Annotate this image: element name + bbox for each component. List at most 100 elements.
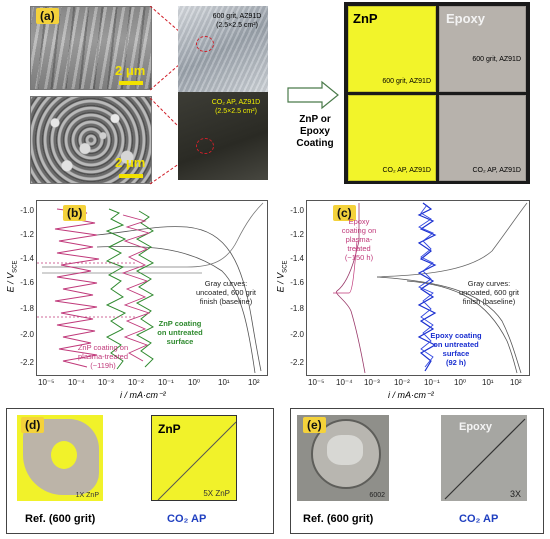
y-axis-label-sub: SCE — [282, 260, 289, 273]
sample-mark: 6002 — [369, 492, 385, 499]
x-tick-label: 10⁻⁵ — [308, 378, 325, 387]
y-tick-label: -2.2 — [290, 358, 304, 367]
polarization-plot-b: (b) Gray curves: uncoated, 600 grit fini… — [36, 200, 268, 376]
scratch-line — [444, 418, 526, 500]
y-tick-label: -1.2 — [290, 230, 304, 239]
panel-e-frame: 6002 (e) Epoxy 3X Ref. (600 grit) CO₂ AP — [290, 408, 544, 534]
polarization-plot-c: (c) Epoxy coating on plasma- treated (~1… — [306, 200, 530, 376]
x-axis-label: i / mA·cm⁻² — [120, 390, 166, 400]
y-tick-label: -2.0 — [290, 330, 304, 339]
process-label: Coating — [296, 138, 334, 149]
annotation-pink: plasma-treated — [77, 352, 129, 361]
scale-bar — [119, 81, 143, 85]
x-tick-label: 10⁻² — [128, 378, 144, 387]
annotation-pink: (~119h) — [90, 361, 116, 370]
panel-a-tag: (a) — [36, 8, 59, 24]
annotation-green: on untreated — [157, 328, 203, 337]
x-tick-label: 10⁻⁴ — [68, 378, 85, 387]
y-tick-label: -2.2 — [20, 358, 34, 367]
sample-plate-600-grit: 600 grit, AZ91D (2.5×2.5 cm²) — [178, 6, 268, 92]
panel-d-tag: (d) — [21, 417, 45, 433]
zoom-region-marker — [196, 138, 214, 154]
x-tick-label: 10⁰ — [454, 378, 467, 387]
annotation-gray: Gray curves: — [467, 279, 511, 288]
y-tick-label: -1.4 — [20, 254, 34, 263]
plate-size: (2.5×2.5 cm²) — [216, 22, 258, 29]
sample-mark: 1X ZnP — [75, 492, 99, 499]
sample-plate-co2-ap: CO₂ AP, AZ91D (2.5×2.5 cm²) — [178, 92, 268, 180]
y-axis-label-sub: SCE — [12, 260, 19, 273]
annotation-gray: uncoated, 600 grit — [458, 288, 520, 297]
photo-coating-label: ZnP — [158, 422, 181, 436]
annotation-pink: ZnP coating on — [77, 343, 129, 352]
plot-b-curves — [37, 202, 264, 374]
x-tick-label: 10¹ — [482, 378, 494, 387]
x-tick-label: 10⁻¹ — [158, 378, 174, 387]
plate-substrate-label: 600 grit, AZ91D — [472, 56, 521, 63]
x-tick-label: 10² — [248, 378, 260, 387]
caption-co2-ap: CO₂ AP — [459, 513, 499, 525]
annotation-gray: finish (baseline) — [199, 297, 253, 306]
x-tick-label: 10⁻⁴ — [336, 378, 353, 387]
scale-bar-label: 2 μm — [115, 155, 146, 170]
plate-coating-label: Epoxy — [446, 11, 486, 26]
epoxy-plate-co2-ap: CO₂ AP, AZ91D — [439, 95, 526, 181]
x-tick-label: 10⁻³ — [364, 378, 380, 387]
y-tick-label: -1.6 — [20, 278, 34, 287]
plate-substrate-label: 600 grit, AZ91D — [382, 78, 431, 85]
annotation-gray: finish (baseline) — [462, 297, 516, 306]
znp-plate-600-grit: ZnP 600 grit, AZ91D — [348, 6, 436, 92]
scale-bar-label: 2 μm — [115, 63, 146, 78]
y-axis-label: E / V — [5, 272, 16, 293]
caption-co2-ap: CO₂ AP — [167, 513, 207, 525]
y-tick-label: -2.0 — [20, 330, 34, 339]
annotation-pink: coating on — [341, 226, 377, 235]
annotation-pink: plasma- — [345, 235, 373, 244]
y-tick-label: -1.0 — [20, 206, 34, 215]
panel-b-tag: (b) — [63, 205, 87, 221]
sample-mark: 5X ZnP — [203, 489, 230, 498]
plate-substrate-label: CO₂ AP, AZ91D — [382, 167, 431, 174]
caption-ref: Ref. (600 grit) — [25, 513, 96, 525]
plot-c-curves — [333, 202, 528, 374]
sem-image-co2-ap: 2 μm — [30, 96, 152, 184]
plate-size: (2.5×2.5 cm²) — [215, 108, 257, 115]
plate-substrate-label: CO₂ AP, AZ91D — [472, 167, 521, 174]
annotation-blue: (92 h) — [445, 358, 466, 367]
y-tick-label: -1.4 — [290, 254, 304, 263]
caption-ref: Ref. (600 grit) — [303, 513, 374, 525]
annotation-blue: Epoxy coating — [430, 331, 482, 340]
znp-co2-photo: ZnP 5X ZnP — [151, 415, 237, 501]
y-tick-label: -1.2 — [20, 230, 34, 239]
annotation-gray: uncoated, 600 grit — [195, 288, 257, 297]
x-tick-label: 10⁻² — [394, 378, 410, 387]
x-tick-label: 10⁻¹ — [424, 378, 440, 387]
process-label: ZnP or — [299, 114, 331, 125]
annotation-blue: surface — [442, 349, 470, 358]
sample-mark: 3X — [509, 489, 521, 499]
epoxy-ref-photo: 6002 — [297, 415, 389, 501]
epoxy-plate-600-grit: Epoxy 600 grit, AZ91D — [439, 6, 526, 92]
x-axis-label: i / mA·cm⁻² — [388, 390, 434, 400]
process-arrow-icon — [287, 80, 339, 110]
panel-e-tag: (e) — [303, 417, 326, 433]
plate-label: 600 grit, AZ91D — [212, 13, 262, 20]
annotation-green: ZnP coating — [158, 319, 202, 328]
y-tick-label: -1.0 — [290, 206, 304, 215]
annotation-pink: (~150 h) — [344, 253, 374, 262]
annotation-gray: Gray curves: — [204, 279, 248, 288]
y-tick-label: -1.8 — [290, 304, 304, 313]
annotation-blue: on untreated — [433, 340, 479, 349]
annotation-green: surface — [166, 337, 194, 346]
y-axis-label: E / V — [275, 272, 286, 293]
y-tick-label: -1.8 — [20, 304, 34, 313]
photo-coating-label: Epoxy — [459, 421, 493, 433]
scratch-line — [157, 421, 236, 500]
annotation-pink: Epoxy — [348, 217, 370, 226]
x-tick-label: 10² — [510, 378, 522, 387]
x-tick-label: 10⁻⁵ — [38, 378, 55, 387]
x-tick-label: 10⁻³ — [98, 378, 114, 387]
panel-c-tag: (c) — [333, 205, 356, 221]
x-tick-label: 10⁰ — [188, 378, 201, 387]
x-tick-label: 10¹ — [218, 378, 230, 387]
